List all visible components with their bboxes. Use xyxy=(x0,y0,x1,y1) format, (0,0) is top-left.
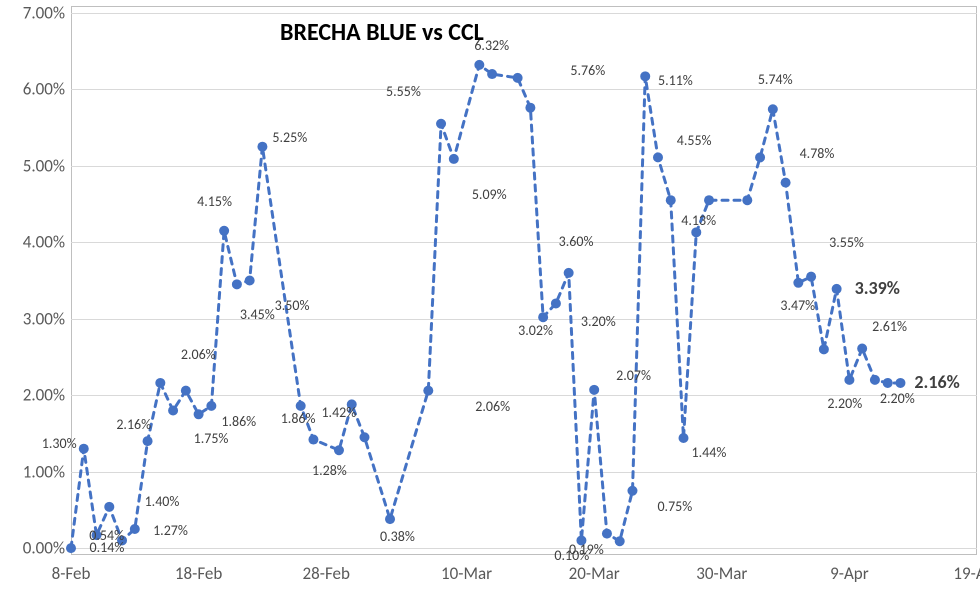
data-marker xyxy=(525,103,535,113)
data-marker xyxy=(143,436,153,446)
data-marker xyxy=(615,536,625,546)
data-marker xyxy=(206,401,216,411)
data-marker xyxy=(640,71,650,81)
data-marker xyxy=(296,401,306,411)
data-marker xyxy=(538,312,548,322)
data-marker xyxy=(359,432,369,442)
data-marker xyxy=(870,375,880,385)
data-marker xyxy=(768,104,778,114)
data-marker xyxy=(474,60,484,70)
data-marker xyxy=(704,195,714,205)
data-marker xyxy=(347,399,357,409)
data-marker xyxy=(66,543,76,553)
data-marker xyxy=(334,445,344,455)
data-marker xyxy=(245,276,255,286)
data-marker xyxy=(806,272,816,282)
data-marker xyxy=(513,73,523,83)
data-marker xyxy=(104,502,114,512)
series-line xyxy=(71,65,900,548)
data-marker xyxy=(793,278,803,288)
data-marker xyxy=(576,535,586,545)
data-marker xyxy=(487,69,497,79)
data-marker xyxy=(832,284,842,294)
data-marker xyxy=(168,405,178,415)
series-svg xyxy=(0,0,980,601)
data-marker xyxy=(691,227,701,237)
data-marker xyxy=(130,524,140,534)
data-marker xyxy=(232,279,242,289)
data-marker xyxy=(883,378,893,388)
data-marker xyxy=(589,385,599,395)
data-marker xyxy=(436,119,446,129)
data-marker xyxy=(219,226,229,236)
data-marker xyxy=(844,375,854,385)
data-marker xyxy=(564,268,574,278)
data-marker xyxy=(742,195,752,205)
data-marker xyxy=(194,409,204,419)
data-marker xyxy=(857,344,867,354)
data-marker xyxy=(755,152,765,162)
chart-frame: 0.00%1.00%2.00%3.00%4.00%5.00%6.00%7.00%… xyxy=(0,0,980,601)
data-marker xyxy=(679,433,689,443)
data-marker xyxy=(155,378,165,388)
data-marker xyxy=(423,386,433,396)
data-marker xyxy=(92,530,102,540)
data-marker xyxy=(895,378,905,388)
data-marker xyxy=(257,142,267,152)
data-marker xyxy=(666,195,676,205)
data-marker xyxy=(627,486,637,496)
data-marker xyxy=(79,444,89,454)
data-marker xyxy=(308,435,318,445)
data-marker xyxy=(781,178,791,188)
data-marker xyxy=(819,344,829,354)
data-marker xyxy=(385,514,395,524)
data-marker xyxy=(653,152,663,162)
data-marker xyxy=(602,529,612,539)
data-marker xyxy=(449,154,459,164)
data-marker xyxy=(181,386,191,396)
data-marker xyxy=(551,298,561,308)
data-marker xyxy=(117,535,127,545)
